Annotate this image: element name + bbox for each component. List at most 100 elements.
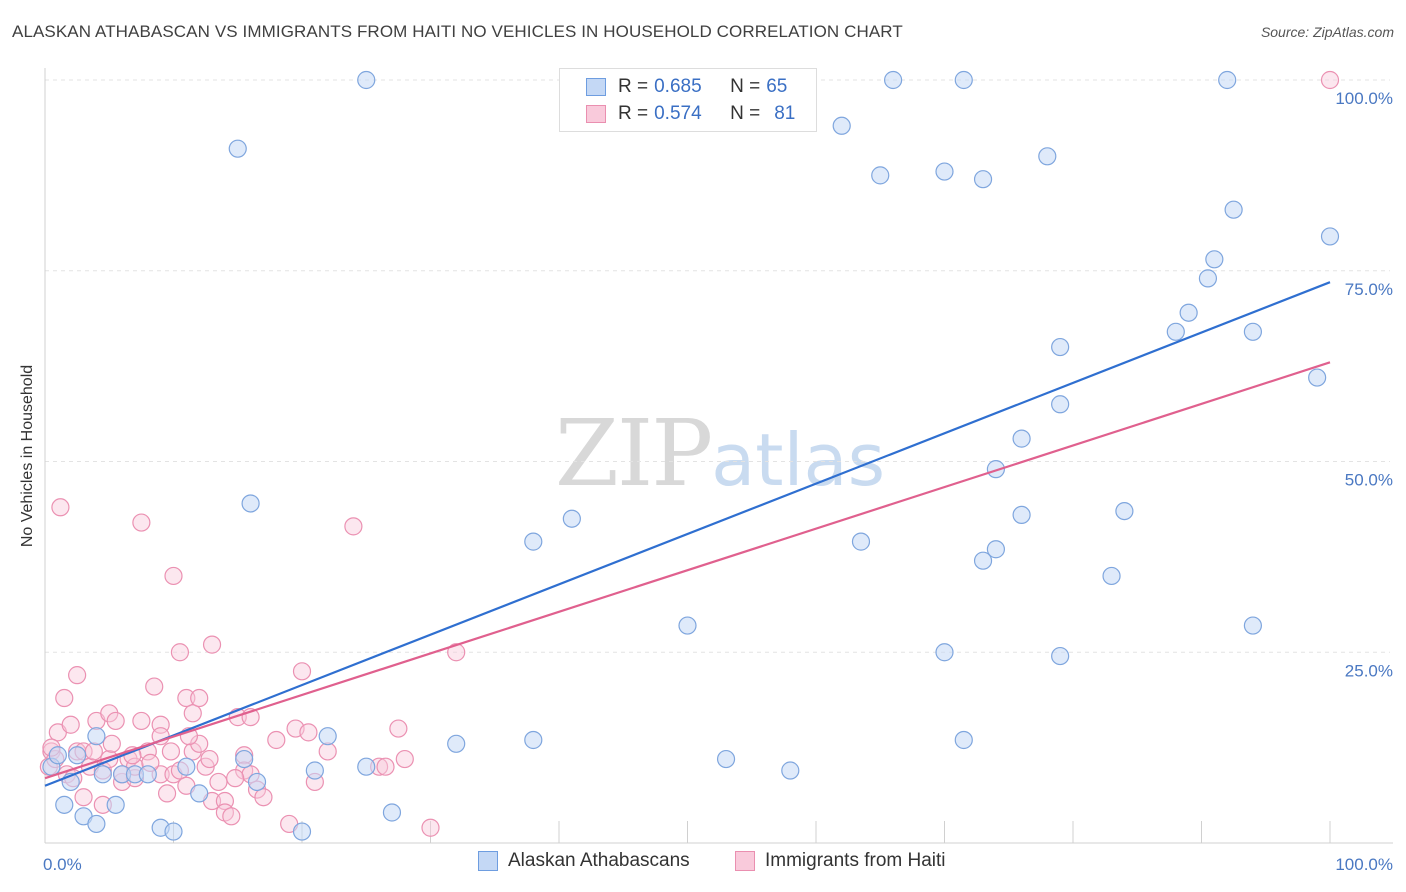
athabascan-point: [164, 822, 183, 841]
athabascan-point: [55, 795, 74, 814]
athabascan-point: [138, 765, 157, 784]
haiti-point: [84, 742, 103, 761]
athabascan-point: [973, 170, 993, 189]
haiti-point: [226, 769, 245, 788]
haiti-point: [170, 643, 190, 662]
chart-title: ALASKAN ATHABASCAN VS IMMIGRANTS FROM HA…: [12, 22, 903, 41]
athabascan-point: [1224, 200, 1243, 219]
athabascan-point: [1051, 337, 1070, 357]
haiti-point: [267, 730, 286, 750]
athabascan-point: [1115, 501, 1134, 521]
athabascan-point: [954, 70, 973, 90]
legend-r-value: 0.574: [654, 103, 702, 124]
series-legend: Alaskan Athabascans Immigrants from Hait…: [0, 850, 1406, 878]
athabascan-point: [871, 166, 890, 185]
haiti-point: [183, 704, 202, 723]
athabascan-point: [1198, 269, 1218, 288]
athabascan-point: [1218, 70, 1237, 90]
athabascan-point: [1308, 368, 1327, 387]
athabascan-point: [954, 730, 973, 750]
athabascan-point: [562, 509, 581, 528]
athabascan-point: [228, 139, 247, 158]
correlation-legend: R = 0.685 N = 65 R = 0.574 N = 81: [559, 68, 817, 132]
athabascan-point: [382, 803, 402, 822]
haiti-point: [51, 498, 70, 517]
athabascan-point: [851, 532, 871, 551]
legend-swatch-haiti-bottom: [735, 851, 755, 871]
athabascan-point: [1243, 322, 1263, 341]
athabascan-point: [781, 761, 800, 780]
haiti-point: [200, 749, 219, 769]
haiti-point: [222, 807, 241, 826]
haiti-point: [202, 635, 222, 654]
haiti-point: [395, 749, 414, 769]
y-tick-label: 50.0%: [1345, 471, 1393, 490]
haiti-point: [190, 688, 209, 708]
haiti-trend-line: [44, 361, 1331, 780]
source-label: Source: ZipAtlas.com: [1260, 24, 1394, 40]
haiti-point: [145, 677, 164, 696]
y-tick-label: 75.0%: [1345, 280, 1393, 299]
haiti-point: [74, 788, 93, 807]
athabascan-point: [357, 757, 376, 776]
athabascan-point: [524, 730, 543, 750]
x-tick-label: 100.0%: [1335, 855, 1393, 874]
legend-r-label: R =: [618, 103, 649, 124]
haiti-point: [209, 772, 228, 792]
athabascan-point: [93, 765, 112, 784]
legend-item-athabascans: Alaskan Athabascans: [478, 850, 690, 872]
haiti-point: [318, 742, 337, 761]
haiti-point: [132, 711, 151, 731]
athabascan-point: [241, 494, 260, 513]
athabascan-point: [357, 70, 376, 90]
athabascan-point: [1205, 250, 1224, 269]
haiti-point: [190, 734, 209, 753]
athabascan-point: [986, 540, 1006, 559]
athabascan-point: [447, 734, 466, 753]
haiti-point: [447, 643, 466, 662]
legend-n-label: N =: [730, 103, 761, 124]
legend-n-label: N =: [730, 76, 761, 97]
haiti-point: [344, 517, 363, 536]
athabascan-point: [87, 814, 106, 834]
legend-row-haiti: R = 0.574 N = 81: [586, 102, 795, 126]
athabascan-point: [1320, 227, 1340, 246]
athabascan-point: [935, 162, 954, 181]
athabascan-point: [832, 116, 851, 135]
athabascan-point: [106, 795, 125, 814]
legend-swatch-haiti: [586, 105, 606, 123]
athabascan-point: [68, 746, 87, 765]
legend-swatch-athabascans: [478, 851, 498, 871]
legend-r-value: 0.685: [654, 76, 702, 97]
athabascan-point: [235, 749, 254, 769]
athabascan-point: [247, 772, 267, 792]
athabascan-point: [1012, 505, 1031, 525]
haiti-point: [132, 513, 151, 532]
legend-name-haiti: Immigrants from Haiti: [765, 850, 946, 871]
athabascan-point: [678, 616, 697, 635]
haiti-point: [389, 719, 408, 738]
athabascan-point: [1102, 566, 1121, 586]
athabascan-point: [87, 727, 106, 746]
haiti-point: [102, 734, 121, 753]
athabascan-point: [48, 746, 67, 765]
athabascan-point: [935, 643, 954, 662]
legend-r-label: R =: [618, 76, 649, 97]
athabascan-point: [986, 460, 1006, 479]
athabascan-point: [1038, 147, 1057, 166]
haiti-point: [164, 566, 183, 586]
athabascan-point: [716, 749, 736, 769]
haiti-point: [68, 666, 87, 685]
watermark-zip: ZIP: [555, 400, 713, 507]
haiti-point: [1320, 70, 1340, 90]
athabascan-point: [318, 727, 337, 746]
haiti-point: [106, 711, 125, 731]
haiti-point: [61, 715, 80, 734]
watermark: ZIPatlas: [555, 400, 885, 507]
y-axis-label: No Vehicles in Household: [19, 364, 36, 548]
haiti-point: [254, 788, 273, 807]
haiti-point: [100, 704, 119, 723]
haiti-point: [161, 742, 181, 761]
haiti-point: [376, 757, 395, 776]
athabascan-point: [973, 551, 993, 570]
